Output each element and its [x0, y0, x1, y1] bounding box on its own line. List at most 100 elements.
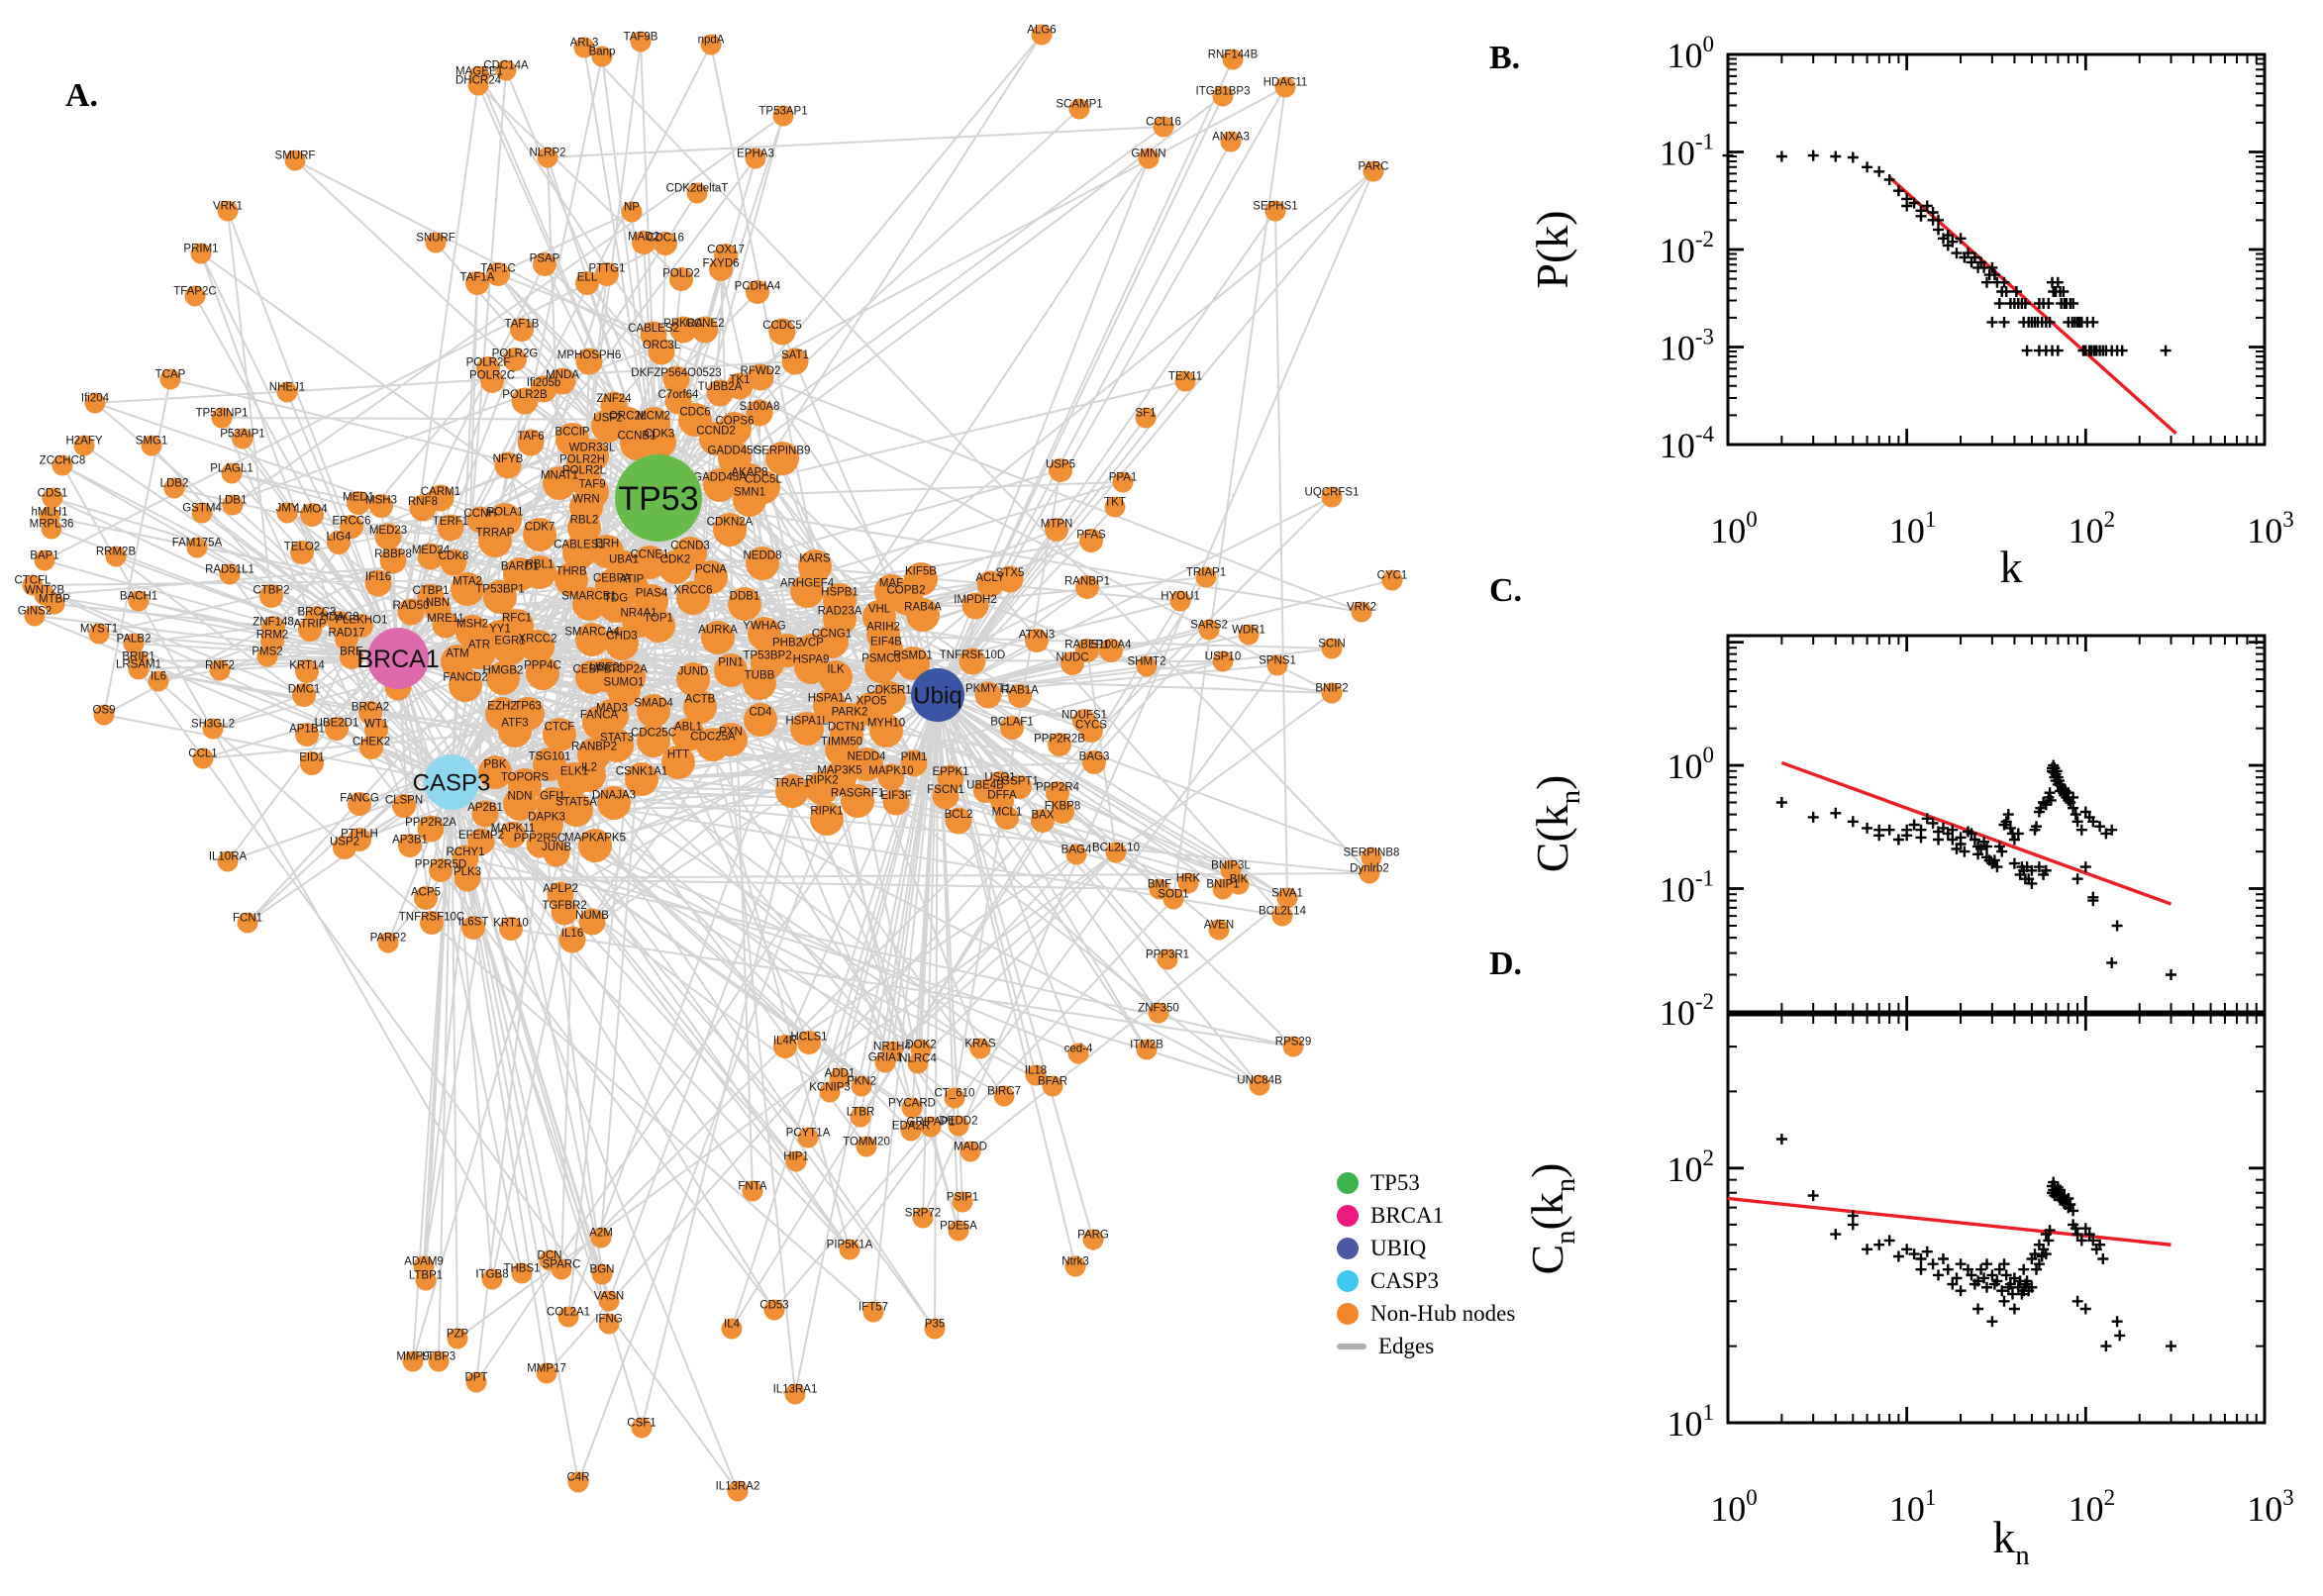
- network-node: [575, 348, 603, 375]
- network-node: [452, 845, 479, 872]
- network-node: [451, 572, 484, 606]
- network-node: [483, 580, 517, 614]
- network-node: [300, 503, 324, 527]
- network-node-label: NLRC4: [899, 1052, 937, 1064]
- network-node-label: ATXN3: [1019, 630, 1055, 642]
- tick-label: 101: [1889, 507, 1937, 550]
- network-node: [745, 148, 766, 169]
- network-node-label: CHD3: [606, 630, 637, 642]
- network-node: [221, 462, 243, 484]
- network-node: [1068, 98, 1090, 120]
- network-node-label: TRAF1: [774, 777, 810, 789]
- network-node: [374, 523, 402, 550]
- network-node: [415, 1269, 437, 1291]
- network-node-label: NR4A1: [620, 607, 656, 619]
- network-node-label: GADD45G: [708, 445, 762, 456]
- network-node: [222, 494, 244, 516]
- network-node-label: FKBP8: [1045, 801, 1080, 813]
- network-node-label: VRK2: [1347, 601, 1376, 613]
- plot-d: 102 101 100 101 102 103 Cn(kn) kn: [1522, 1013, 2294, 1571]
- network-node: [1008, 775, 1032, 799]
- network-node-label: CDK5R1: [866, 684, 911, 696]
- network-node-label: HDAC8: [321, 612, 359, 624]
- network-node-label: IFT57: [858, 1301, 888, 1313]
- network-node: [1249, 1074, 1270, 1096]
- network-node: [686, 182, 708, 204]
- tick-label: 101: [1889, 1485, 1937, 1529]
- network-node-label: STX5: [996, 567, 1025, 579]
- network-node: [467, 74, 489, 96]
- network-node-label: CCND3: [670, 540, 710, 551]
- network-node-label: H2AFY: [65, 435, 102, 447]
- network-node: [1282, 1036, 1304, 1057]
- network-node: [1099, 639, 1123, 662]
- network-node-label: DPT: [465, 1371, 488, 1383]
- network-node-label: BARD1: [501, 560, 539, 572]
- network-node: [478, 755, 512, 789]
- network-node: [763, 1299, 785, 1321]
- network-node: [607, 673, 641, 707]
- network-node: [1198, 619, 1220, 641]
- network-node: [1105, 842, 1127, 863]
- network-node-label: MAPK11: [491, 823, 536, 835]
- network-node-label: CDC14A: [483, 59, 529, 71]
- network-node: [1157, 948, 1178, 970]
- network-node-label: PLEKHO1: [335, 615, 387, 627]
- network-node-label: CDK7: [525, 521, 556, 533]
- network-node: [920, 1116, 942, 1138]
- network-node: [595, 262, 619, 286]
- network-node: [630, 31, 652, 52]
- network-node-label: SCIN: [1318, 638, 1345, 649]
- network-node-label: USO1: [984, 772, 1015, 784]
- network-node: [746, 399, 773, 427]
- network-node: [862, 1301, 884, 1323]
- network-node-label: BCCIP: [555, 426, 589, 438]
- network-node-label: RPS29: [1275, 1036, 1311, 1047]
- network-node-label: OS9: [92, 704, 115, 716]
- network-node-label: npdA: [698, 34, 725, 46]
- hub-label-casp3: CASP3: [413, 769, 491, 796]
- network-node-label: TGFBR2: [542, 900, 586, 912]
- network-node: [159, 368, 181, 390]
- network-node-label: SHMT2: [1128, 655, 1166, 667]
- network-node-label: HMGB2: [483, 664, 524, 676]
- network-node: [325, 717, 349, 741]
- network-node: [486, 262, 510, 286]
- network-node: [906, 598, 940, 632]
- network-node: [952, 1191, 973, 1213]
- network-node-label: SCAMP1: [1056, 98, 1102, 110]
- network-node-label: SMG1: [136, 435, 168, 447]
- axis-label: kn: [1992, 1512, 2029, 1571]
- network-node-label: MCL1: [992, 807, 1023, 819]
- network-node-label: CABLES1: [554, 539, 605, 550]
- network-node-label: UQCRFS1: [1305, 486, 1360, 498]
- data-points: [1775, 759, 2176, 980]
- network-node-label: PARP2: [370, 932, 407, 944]
- panel-c-label: C.: [1489, 572, 1523, 609]
- network-node-label: LDB2: [160, 477, 189, 489]
- network-node: [432, 611, 459, 639]
- network-node: [486, 661, 520, 695]
- network-node-label: CD4: [749, 706, 772, 718]
- network-node-label: UBA1: [609, 553, 639, 565]
- network-node: [706, 379, 734, 407]
- network-node-label: MNAT1: [541, 469, 578, 481]
- network-node: [533, 748, 566, 781]
- network-node: [960, 1141, 981, 1162]
- network-node-label: BFAR: [1038, 1075, 1067, 1087]
- network-node: [526, 656, 559, 690]
- network-node: [714, 653, 748, 687]
- network-node: [598, 1313, 620, 1335]
- network-node-label: HCLS1: [790, 1032, 827, 1044]
- network-node: [51, 454, 73, 476]
- network-node: [642, 609, 675, 643]
- hub-node-brca1: [367, 628, 429, 689]
- network-node: [1148, 1002, 1169, 1024]
- network-node-label: RIPK1: [810, 805, 843, 817]
- network-node-label: CARM1: [421, 486, 460, 498]
- fit-line: [1727, 1196, 2172, 1247]
- network-node-label: PFAS: [1076, 530, 1106, 542]
- network-node-label: CTCF: [545, 721, 575, 733]
- network-node-label: USF2: [593, 412, 622, 424]
